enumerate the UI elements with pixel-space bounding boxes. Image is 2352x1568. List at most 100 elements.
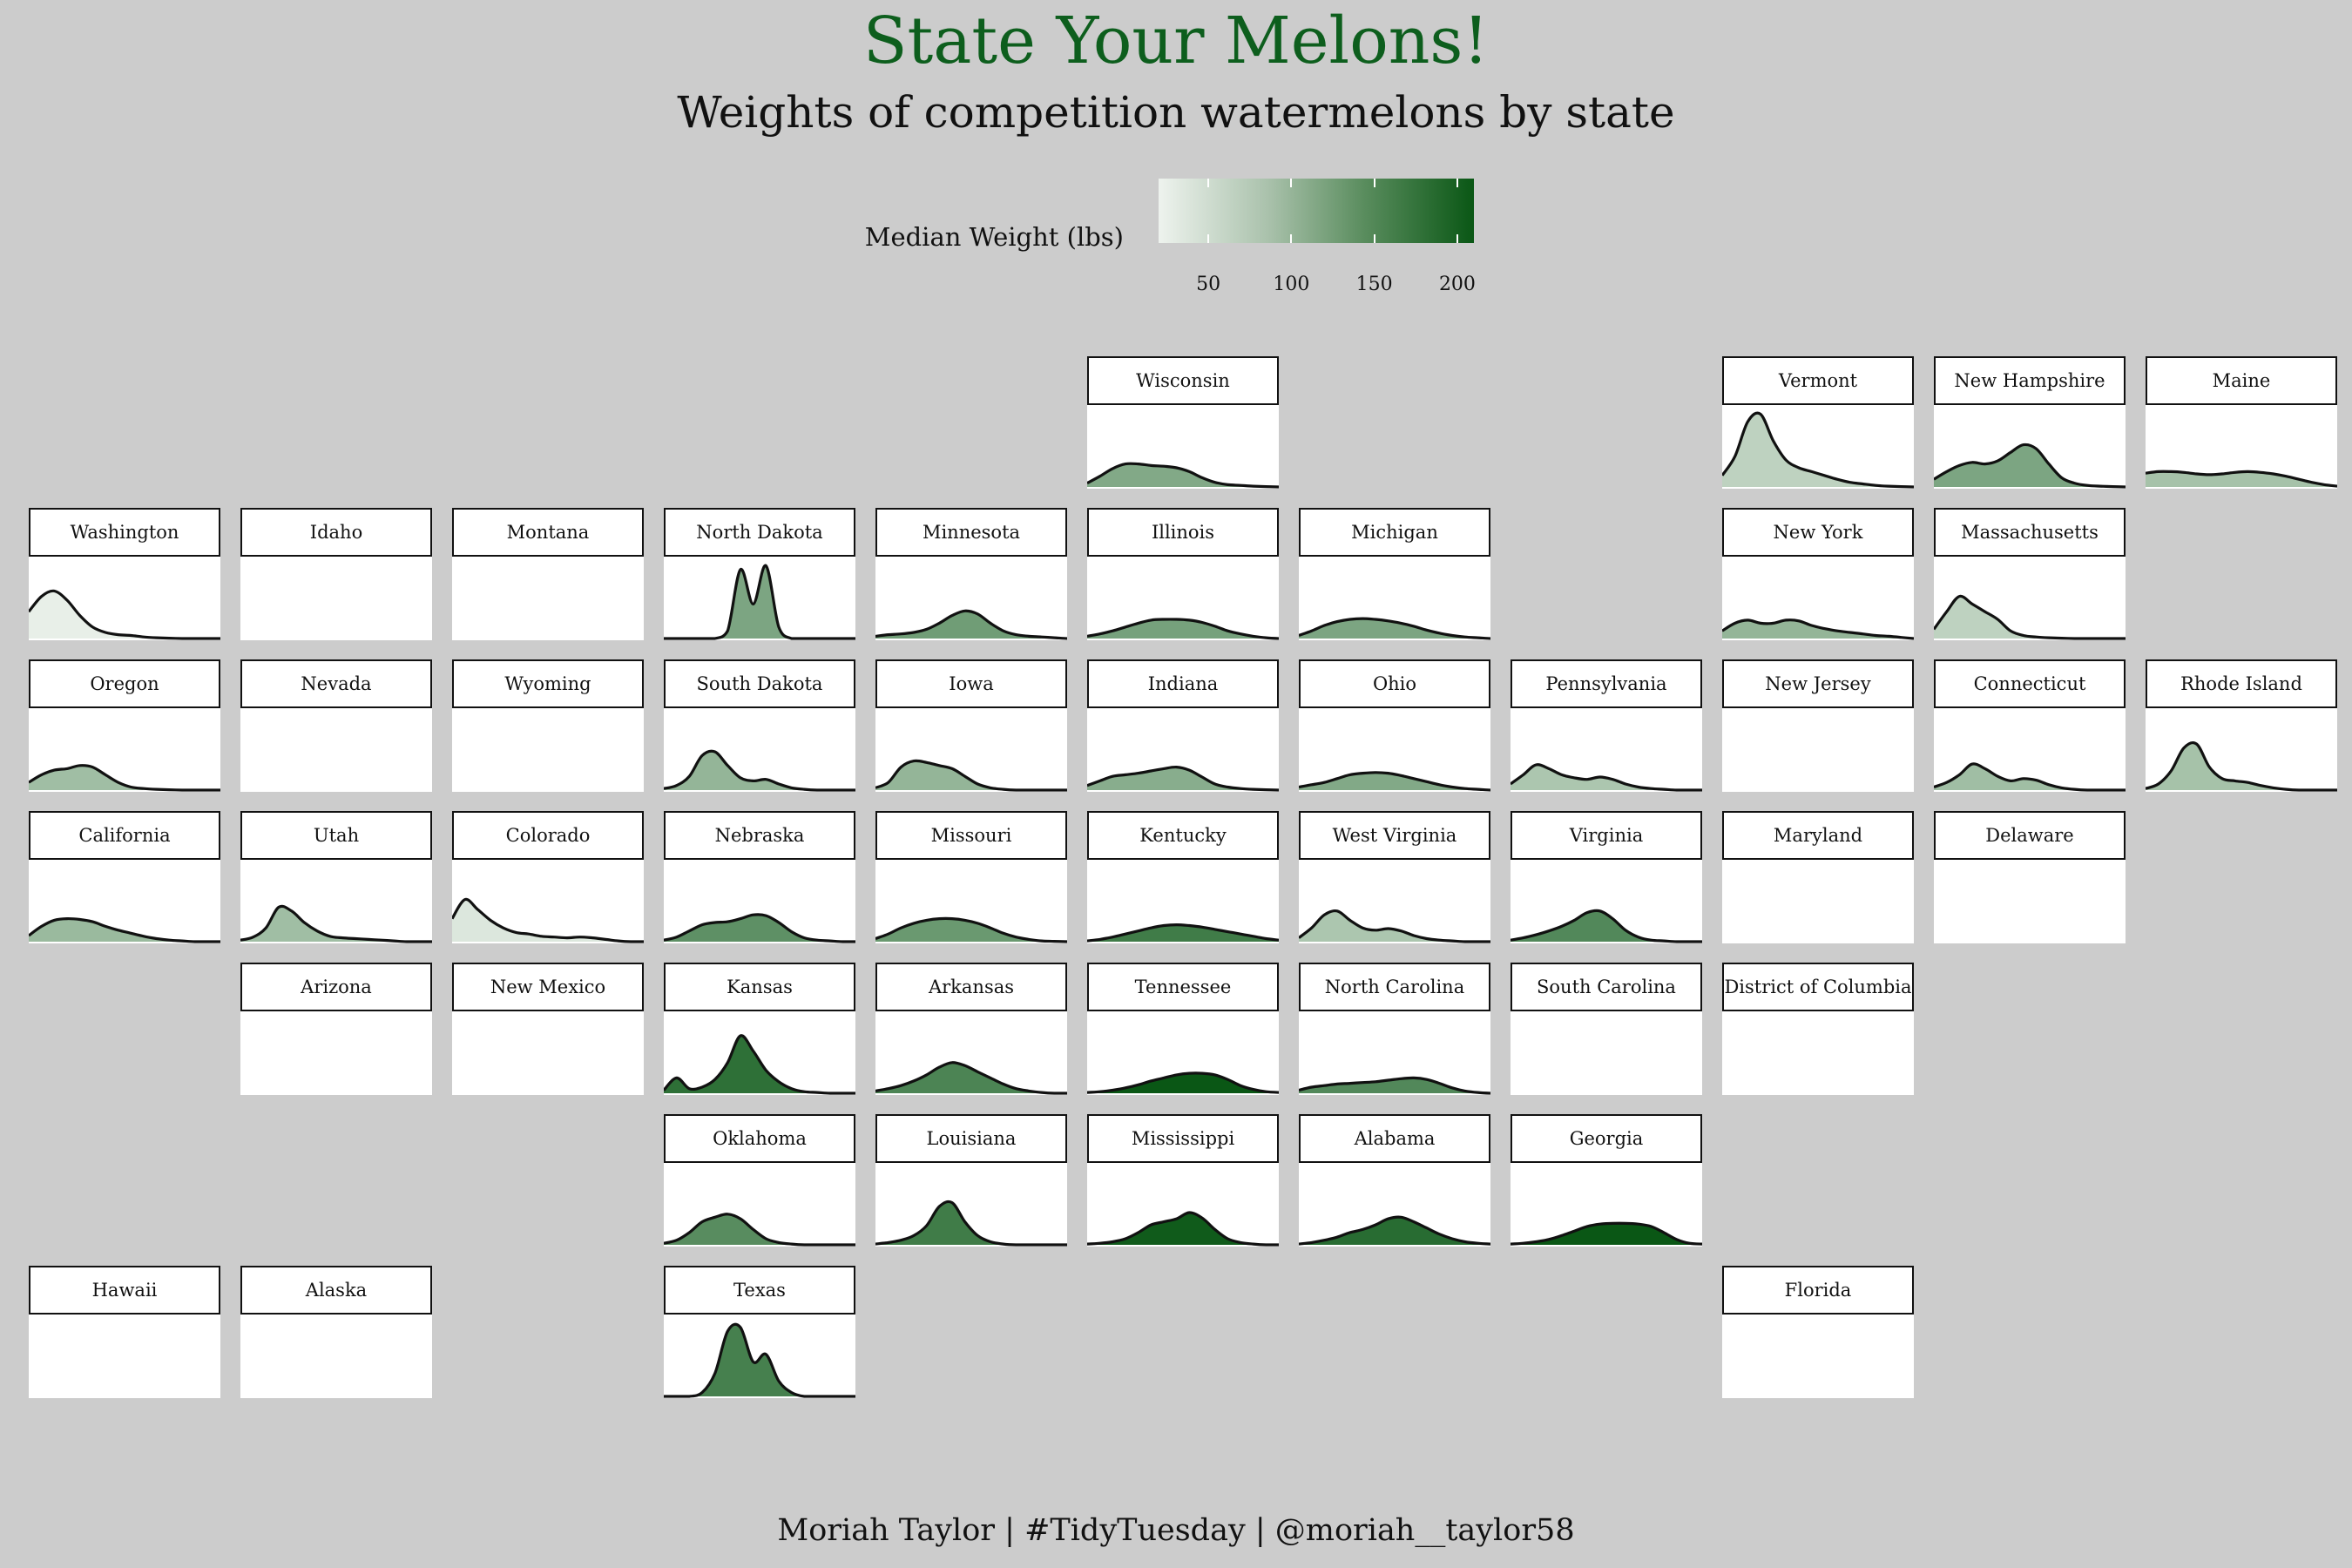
state-panel: Massachusetts — [1934, 508, 2126, 649]
state-label: Montana — [452, 508, 644, 557]
density-plot — [1722, 405, 1914, 489]
density-line — [452, 897, 644, 943]
density-area — [29, 918, 220, 942]
density-svg — [1511, 763, 1702, 792]
density-area — [1299, 1217, 1490, 1245]
density-plot — [1299, 708, 1490, 792]
state-label: Pennsylvania — [1511, 659, 1702, 708]
state-label: Minnesota — [875, 508, 1067, 557]
state-label: Nevada — [240, 659, 432, 708]
density-svg — [1087, 1071, 1279, 1094]
legend-tick-label: 50 — [1196, 274, 1221, 295]
density-svg — [664, 1322, 855, 1398]
density-line — [1299, 909, 1490, 943]
chart-title: State Your Melons! — [862, 3, 1490, 78]
state-panel: Illinois — [1087, 508, 1279, 649]
density-plot — [664, 557, 855, 640]
density-svg — [1299, 1215, 1490, 1246]
state-label: Rhode Island — [2146, 659, 2337, 708]
density-plot — [664, 1163, 855, 1247]
state-panel: Alaska — [240, 1266, 432, 1407]
density-plot — [1934, 405, 2126, 489]
density-svg — [1299, 909, 1490, 943]
state-label: North Carolina — [1299, 963, 1490, 1011]
state-panel: South Carolina — [1511, 963, 1702, 1104]
state-label: South Carolina — [1511, 963, 1702, 1011]
state-panel: Florida — [1722, 1266, 1914, 1407]
state-panel: Montana — [452, 508, 644, 649]
density-area — [29, 591, 220, 639]
density-svg — [1087, 765, 1279, 792]
density-line — [240, 904, 432, 943]
density-line — [1087, 765, 1279, 792]
state-panel: Vermont — [1722, 356, 1914, 497]
state-label: Tennessee — [1087, 963, 1279, 1011]
density-plot — [2146, 708, 2337, 792]
density-area — [1087, 767, 1279, 790]
density-svg — [29, 589, 220, 640]
density-line — [875, 759, 1067, 792]
density-line — [875, 916, 1067, 943]
density-svg — [29, 764, 220, 792]
footer-caption: Moriah Taylor | #TidyTuesday | @moriah__… — [777, 1513, 1575, 1548]
density-area — [875, 1062, 1067, 1093]
density-svg — [1722, 618, 1914, 640]
state-label: Maine — [2146, 356, 2337, 405]
density-svg — [1087, 1211, 1279, 1247]
state-label: Indiana — [1087, 659, 1279, 708]
state-label: New Mexico — [452, 963, 644, 1011]
density-area — [1087, 1212, 1279, 1245]
state-panel: New York — [1722, 508, 1914, 649]
state-label: Nebraska — [664, 811, 855, 860]
state-panel: Virginia — [1511, 811, 1702, 952]
state-label: Texas — [664, 1266, 855, 1315]
state-panel: Idaho — [240, 508, 432, 649]
density-line — [1087, 923, 1279, 943]
state-label: New Hampshire — [1934, 356, 2126, 405]
density-line — [664, 1034, 855, 1095]
density-svg — [664, 913, 855, 943]
density-plot — [664, 708, 855, 792]
density-area — [2146, 471, 2337, 487]
state-panel: Hawaii — [29, 1266, 220, 1407]
state-label: New Jersey — [1722, 659, 1914, 708]
density-svg — [1299, 771, 1490, 792]
state-label: Wisconsin — [1087, 356, 1279, 405]
density-area — [1934, 596, 2126, 639]
density-line — [29, 916, 220, 943]
state-label: Utah — [240, 811, 432, 860]
density-line — [1299, 617, 1490, 640]
density-svg — [875, 1200, 1067, 1247]
density-line — [1087, 1071, 1279, 1094]
density-plot — [29, 708, 220, 792]
state-panel: Michigan — [1299, 508, 1490, 649]
state-label: Maryland — [1722, 811, 1914, 860]
state-panel: New Mexico — [452, 963, 644, 1104]
state-panel: New Jersey — [1722, 659, 1914, 801]
state-panel: Delaware — [1934, 811, 2126, 952]
density-line — [1087, 1211, 1279, 1247]
legend-tick-mark — [1207, 234, 1210, 243]
density-line — [29, 764, 220, 792]
state-label: Arkansas — [875, 963, 1067, 1011]
state-panel: Kansas — [664, 963, 855, 1104]
state-panel: Colorado — [452, 811, 644, 952]
density-svg — [664, 1034, 855, 1095]
legend-tick-mark — [1456, 234, 1458, 243]
density-area — [664, 565, 855, 639]
density-plot — [240, 860, 432, 943]
density-plot — [1511, 1011, 1702, 1095]
density-svg — [664, 564, 855, 640]
state-panel: Wyoming — [452, 659, 644, 801]
legend-tick-label: 200 — [1438, 274, 1476, 295]
state-label: Louisiana — [875, 1114, 1067, 1163]
state-label: North Dakota — [664, 508, 855, 557]
density-plot — [1299, 1011, 1490, 1095]
density-svg — [1722, 411, 1914, 489]
density-area — [452, 899, 644, 942]
legend-tick-mark — [1373, 234, 1375, 243]
density-line — [875, 1200, 1067, 1247]
legend-tick-mark — [1290, 234, 1293, 243]
state-label: California — [29, 811, 220, 860]
